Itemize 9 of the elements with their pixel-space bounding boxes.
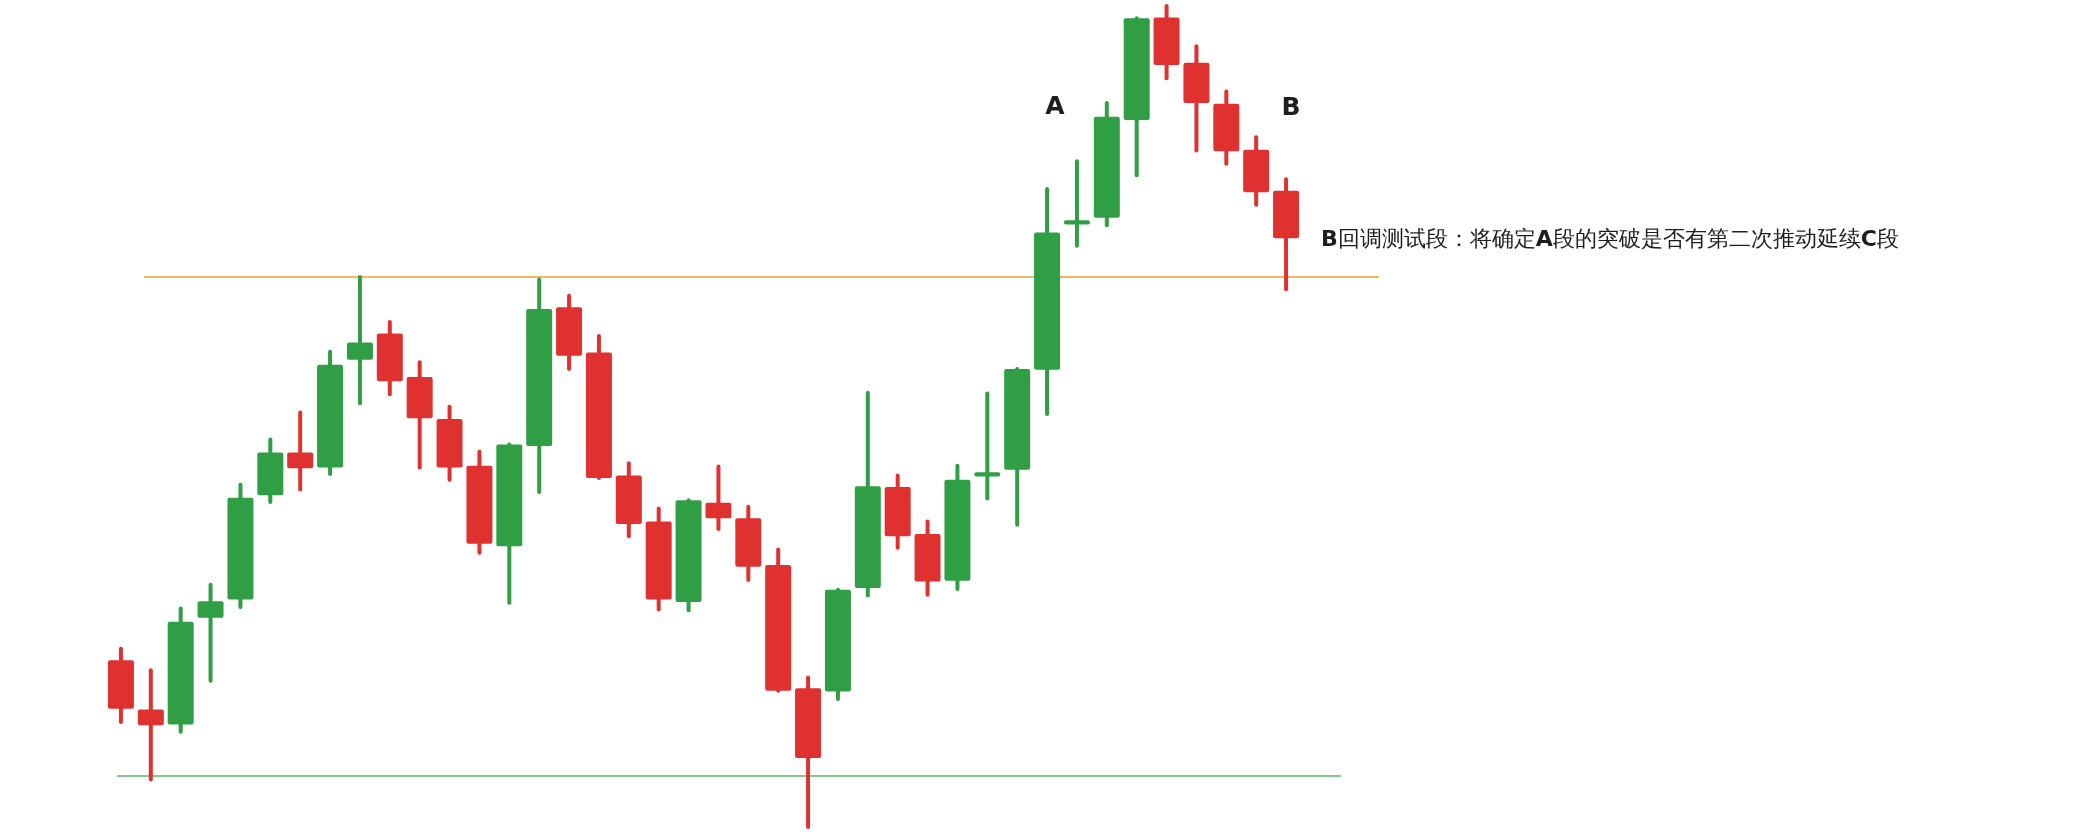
- candlestick: [974, 391, 1001, 501]
- candlestick: [346, 274, 373, 406]
- annotation: A: [1045, 91, 1066, 120]
- text: B回调测试段：将确定A段的突破是否有第二次推动延续C段: [1321, 226, 1899, 251]
- annotation: B: [1281, 92, 1301, 121]
- candlestick: [1063, 159, 1090, 248]
- candlestick: [287, 410, 314, 492]
- candlestick: [137, 668, 164, 782]
- candlestick: [705, 464, 732, 531]
